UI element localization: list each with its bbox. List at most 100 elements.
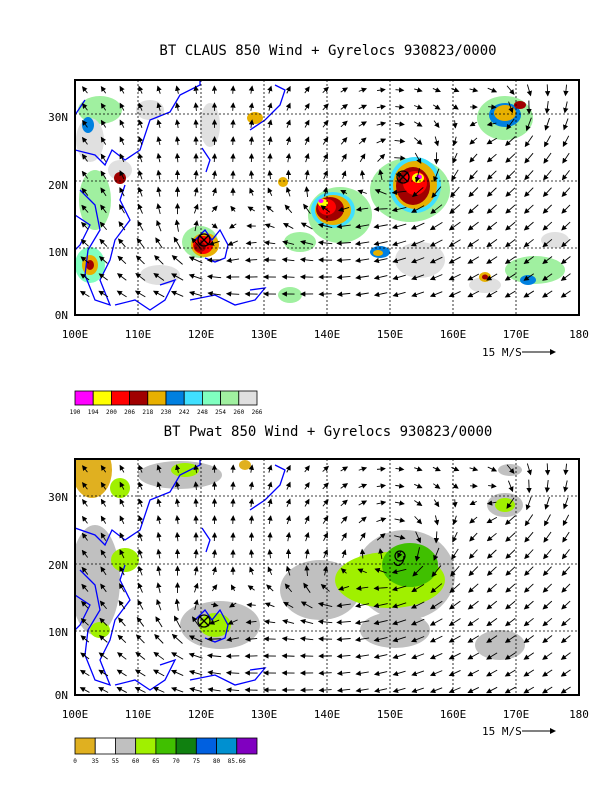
wind-vector [415, 531, 422, 544]
wind-vector [486, 137, 497, 145]
wind-vector [429, 635, 443, 643]
wind-vector [100, 566, 107, 576]
wind-vector [281, 257, 295, 263]
wind-vector [395, 483, 405, 489]
wind-vector [523, 583, 534, 593]
wind-vector [267, 481, 273, 490]
wind-vector [153, 272, 165, 281]
wind-vector [467, 635, 480, 643]
wind-vector [524, 514, 534, 527]
wind-vector [452, 136, 458, 147]
x-tick-label: 140E [314, 328, 341, 341]
wind-vector [392, 291, 406, 298]
wind-vector [323, 532, 328, 542]
wind-vector [119, 85, 125, 94]
wind-vector [448, 239, 461, 247]
panel-claus-gyre-markers [197, 170, 410, 247]
wind-vector [117, 255, 127, 264]
wind-vector [98, 273, 108, 281]
wind-vector [267, 85, 273, 94]
panel-pwat-title: BT Pwat 850 Wind + Gyrelocs 930823/0000 [164, 424, 493, 440]
wind-vector [211, 153, 218, 163]
wind-vector [523, 669, 535, 677]
wind-vector [156, 136, 162, 146]
wind-vector [173, 236, 182, 249]
wind-vector [487, 466, 498, 472]
wind-vector [304, 498, 310, 507]
wind-vector [373, 240, 388, 247]
wind-vector [189, 686, 203, 693]
wind-vector [544, 100, 550, 114]
wind-vector [468, 549, 478, 560]
wind-vector [211, 602, 219, 608]
colorbar-label: 230 [161, 409, 172, 416]
wind-vector [544, 463, 551, 476]
wind-vector [156, 498, 162, 508]
wind-vector [467, 652, 480, 660]
wind-vector [373, 223, 388, 230]
wind-vector [137, 565, 143, 576]
wind-vector [542, 273, 553, 281]
wind-vector [282, 240, 295, 246]
wind-vector [340, 137, 348, 145]
wind-vector [505, 153, 516, 163]
wind-vector [99, 600, 107, 610]
wind-vector [98, 256, 108, 264]
wind-vector [193, 119, 199, 128]
wind-vector [355, 257, 370, 264]
wind-vector [336, 240, 351, 246]
y-tick-label: 30N [48, 491, 68, 504]
wind-vector [225, 291, 240, 297]
wind-vector [505, 618, 516, 627]
wind-vector [304, 102, 310, 111]
wind-vector [340, 87, 349, 93]
wind-vector [340, 189, 348, 195]
wind-vector [523, 686, 535, 694]
panel-pwat-coastlines [75, 459, 286, 691]
wind-vector [561, 583, 571, 593]
wind-vector [358, 500, 368, 506]
wind-vector [267, 515, 273, 525]
wind-vector [358, 137, 367, 145]
wind-vector [411, 636, 425, 643]
colorbar-label: 35 [92, 758, 100, 765]
wind-vector [248, 136, 255, 145]
wind-vector [523, 204, 534, 214]
x-tick-label: 150E [377, 328, 404, 341]
wind-vector [524, 135, 534, 148]
wind-vector [504, 635, 516, 643]
wind-vector [193, 481, 199, 490]
wind-vector [136, 237, 145, 248]
wind-vector [226, 257, 240, 263]
wind-vector [267, 169, 273, 180]
wind-vector [395, 466, 405, 472]
wind-vector [410, 239, 425, 247]
wind-vector [100, 102, 107, 111]
wind-vector [486, 652, 498, 660]
wind-vector [429, 221, 443, 231]
wind-vector [486, 256, 498, 264]
wind-vector [118, 221, 126, 231]
wind-vector [543, 531, 552, 543]
wind-vector [506, 464, 515, 474]
colorbar-swatch [94, 737, 116, 755]
wind-vector [429, 291, 443, 298]
wind-vector [156, 464, 162, 473]
wind-vector [560, 290, 571, 298]
wind-vector [267, 531, 273, 542]
wind-vector [304, 465, 310, 473]
x-tick-label: 120E [188, 328, 215, 341]
wind-vector [391, 585, 407, 592]
wind-vector [98, 652, 108, 660]
wind-vector [245, 619, 257, 625]
wind-vector [563, 463, 569, 476]
wind-vector [469, 137, 478, 145]
wind-vector [174, 481, 181, 490]
wind-vector [303, 203, 311, 214]
wind-vector [300, 222, 313, 230]
wind-vector [191, 237, 201, 249]
wind-vector [188, 256, 203, 264]
colorbar-swatch [201, 390, 221, 406]
wind-vector [174, 152, 181, 163]
wind-vector [486, 273, 498, 281]
